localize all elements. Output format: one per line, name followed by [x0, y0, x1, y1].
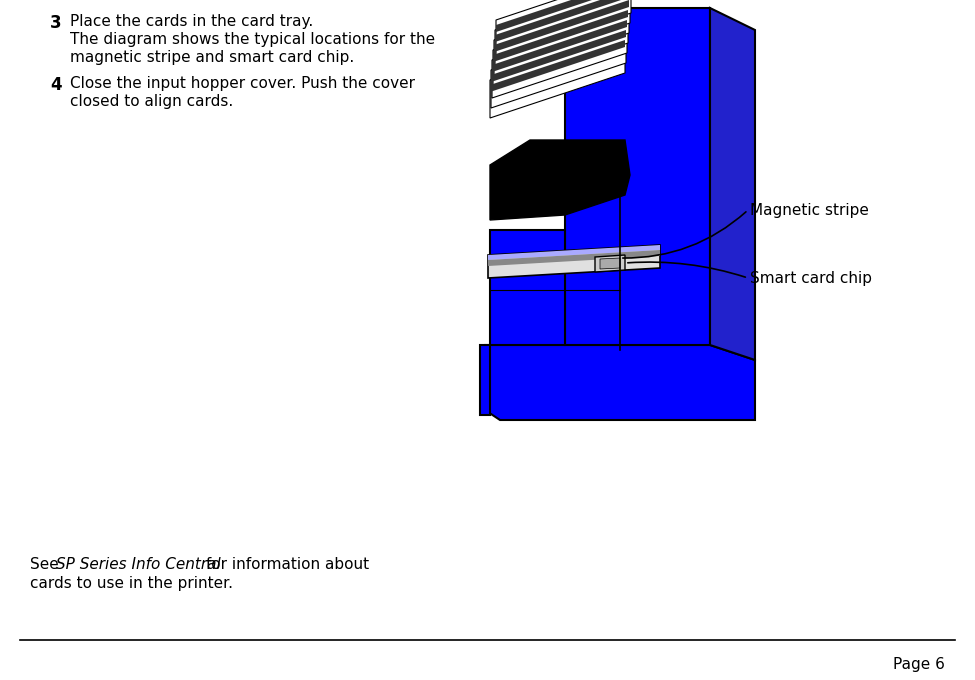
Polygon shape [491, 25, 626, 108]
Text: 3: 3 [50, 14, 61, 32]
Polygon shape [495, 0, 630, 68]
Polygon shape [490, 230, 565, 345]
Polygon shape [488, 250, 660, 266]
Polygon shape [485, 345, 755, 420]
Polygon shape [493, 10, 628, 62]
Text: The diagram shows the typical locations for the: The diagram shows the typical locations … [70, 32, 435, 47]
Polygon shape [595, 255, 625, 272]
Text: Smart card chip: Smart card chip [750, 271, 872, 286]
Polygon shape [710, 8, 755, 360]
Text: SP Series Info Central: SP Series Info Central [56, 557, 220, 572]
Polygon shape [488, 245, 660, 260]
Polygon shape [496, 0, 631, 58]
Polygon shape [492, 15, 627, 98]
Text: Place the cards in the card tray.: Place the cards in the card tray. [70, 14, 313, 29]
Polygon shape [491, 30, 626, 82]
Text: for information about: for information about [201, 557, 370, 572]
Polygon shape [495, 0, 630, 42]
Text: Page 6: Page 6 [893, 657, 945, 672]
Polygon shape [600, 258, 620, 269]
Polygon shape [490, 140, 630, 220]
Text: Magnetic stripe: Magnetic stripe [750, 203, 869, 218]
Polygon shape [494, 0, 629, 78]
Polygon shape [490, 35, 625, 118]
Text: magnetic stripe and smart card chip.: magnetic stripe and smart card chip. [70, 50, 354, 65]
Text: Close the input hopper cover. Push the cover: Close the input hopper cover. Push the c… [70, 76, 415, 91]
Polygon shape [492, 20, 627, 72]
Polygon shape [490, 40, 625, 92]
Polygon shape [488, 245, 660, 278]
Polygon shape [493, 5, 628, 88]
Polygon shape [494, 0, 629, 52]
Polygon shape [496, 0, 631, 32]
Polygon shape [565, 8, 710, 345]
Text: See: See [30, 557, 63, 572]
Text: 4: 4 [50, 76, 61, 94]
Polygon shape [480, 345, 490, 415]
Text: cards to use in the printer.: cards to use in the printer. [30, 576, 233, 591]
Text: closed to align cards.: closed to align cards. [70, 94, 233, 109]
